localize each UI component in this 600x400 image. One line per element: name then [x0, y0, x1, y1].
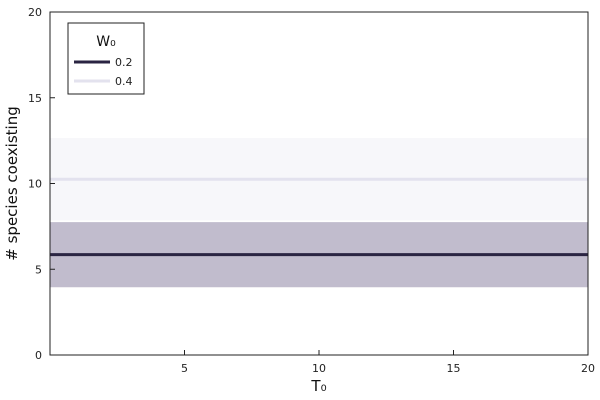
x-tick-label: 15 [447, 362, 461, 375]
legend-entries: 0.20.4 [74, 56, 133, 88]
legend: W₀ 0.20.4 [67, 22, 145, 95]
y-axis-ticks: 0 5 10 15 20 [28, 6, 55, 362]
y-tick-label: 5 [35, 263, 42, 276]
y-axis-label: # species coexisting [3, 106, 21, 260]
legend-label-w0-0.4: 0.4 [115, 75, 133, 88]
y-tick-label: 10 [28, 178, 42, 191]
series-lines [50, 177, 588, 257]
y-tick-label: 20 [28, 6, 42, 19]
x-axis-label: T₀ [310, 377, 326, 395]
legend-title: W₀ [96, 34, 116, 50]
x-tick-label: 20 [581, 362, 595, 375]
y-tick-label: 0 [35, 349, 42, 362]
x-tick-label: 5 [181, 362, 188, 375]
confidence-bands [50, 138, 588, 288]
x-tick-label: 10 [312, 362, 326, 375]
y-tick-label: 15 [28, 92, 42, 105]
x-axis-ticks: 5 10 15 20 [181, 350, 595, 375]
legend-label-w0-0.2: 0.2 [115, 56, 133, 69]
